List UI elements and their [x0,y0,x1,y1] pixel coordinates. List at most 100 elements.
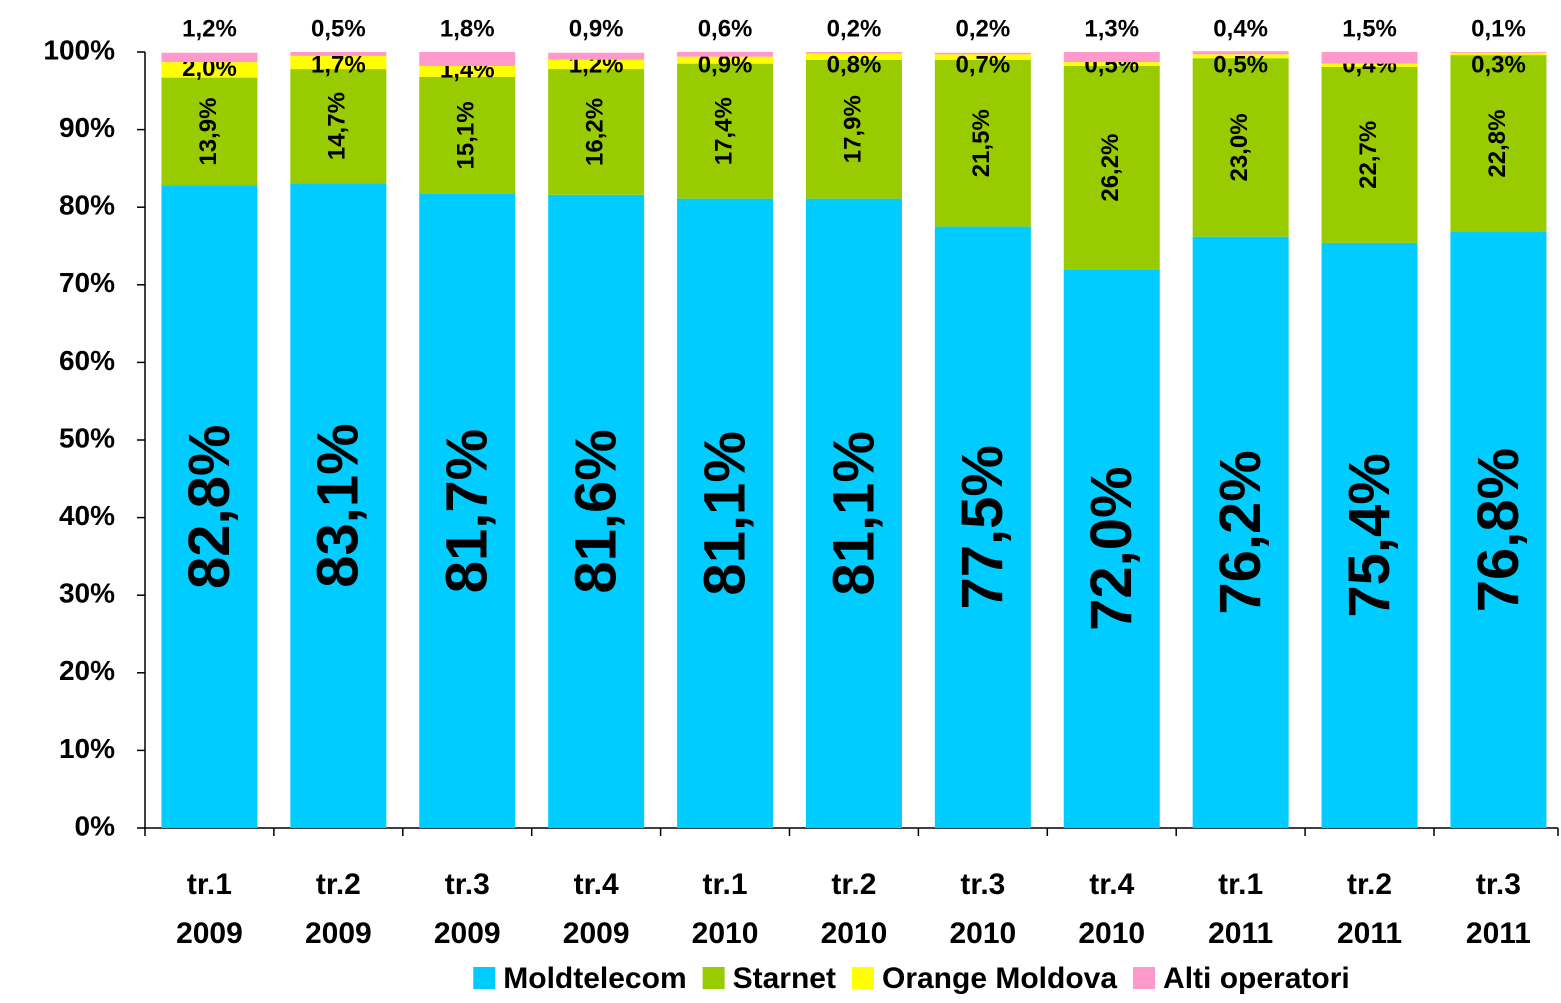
value-label: 75,4% [1337,453,1402,617]
bar-segment [677,56,774,64]
value-label: 0,7% [955,51,1010,78]
value-label: 0,6% [698,15,753,42]
value-label: 76,8% [1466,448,1531,612]
bar-segment [677,198,774,828]
y-tick-label: 20% [59,655,115,686]
value-label: 0,2% [827,15,882,42]
value-label: 0,5% [311,15,366,42]
bar-segment [1450,232,1547,829]
value-label: 1,8% [440,15,495,42]
value-label: 81,1% [692,431,757,595]
bar-segment [290,183,387,829]
y-tick-label: 0% [75,810,116,841]
value-label: 13,9% [195,98,222,166]
value-label: 17,4% [710,97,737,165]
bar-segment [419,76,516,195]
value-label: 26,2% [1097,134,1124,202]
value-label: 22,7% [1355,121,1382,189]
y-tick-label: 70% [59,267,115,298]
value-label: 22,8% [1484,110,1511,178]
x-tick-label: tr.1 2010 [692,868,759,950]
legend-label: Orange Moldova [882,962,1117,995]
bar-segment [548,59,645,70]
x-tick-label: tr.2 2011 [1337,868,1402,950]
y-tick-label: 40% [59,500,115,531]
x-tick-label: tr.2 2009 [305,868,372,950]
x-tick-label: tr.4 2010 [1078,868,1145,950]
bar-segment [290,69,387,184]
value-label: 21,5% [968,109,995,177]
bar-segment [1063,62,1160,66]
value-label: 0,1% [1471,15,1526,42]
value-label: 15,1% [453,101,480,169]
legend-swatch [702,967,725,989]
bar-segment [934,59,1031,227]
bar-segment [1321,52,1418,64]
x-tick-label: tr.1 2011 [1208,868,1273,950]
bar-segment [1450,55,1547,233]
x-tick-label: tr.3 2010 [949,868,1016,950]
x-tick-label: tr.4 2009 [563,868,630,950]
bar-segment [548,69,645,195]
value-label: 17,9% [839,95,866,163]
x-tick-label: tr.1 2009 [176,868,243,950]
bar-segment [934,226,1031,829]
bar-segment [805,198,902,828]
legend-label: Starnet [733,962,836,995]
value-label: 81,6% [563,429,628,593]
bar-segment [419,52,516,66]
value-label: 0,9% [569,15,624,42]
bar-segment [1063,65,1160,270]
y-tick-label: 80% [59,190,115,221]
value-label: 1,2% [182,15,237,42]
bar-segment [161,185,258,829]
bar-segment [161,77,258,186]
bar-segment [1063,52,1160,63]
bar-segment [1192,51,1289,55]
bar-segment [677,63,774,199]
bar-segment [419,194,516,828]
bar-segment [934,54,1031,60]
y-tick-label: 10% [59,733,115,764]
value-label: 81,7% [435,429,500,593]
y-tick-label: 60% [59,345,115,376]
bar-segment [1063,269,1160,828]
value-label: 77,5% [950,445,1015,609]
legend-label: Moldtelecom [503,962,686,995]
value-label: 0,8% [827,51,882,78]
value-label: 81,1% [821,431,886,595]
bar-segment [1321,242,1418,828]
bar-segment [161,52,258,63]
legend-swatch [1133,967,1156,989]
bar-segment [1321,66,1418,243]
bar-segment [161,62,258,78]
value-label: 72,0% [1079,466,1144,630]
bar-segment [290,52,387,56]
legend-swatch [851,967,874,989]
value-label: 1,3% [1084,15,1139,42]
value-label: 0,3% [1471,51,1526,78]
bar-segment [677,52,774,57]
bar-segment [805,52,902,54]
value-label: 82,8% [177,425,242,589]
bar-segment [934,52,1031,55]
y-tick-label: 90% [59,112,115,143]
bar-segment [805,59,902,199]
value-label: 16,2% [581,98,608,166]
value-label: 0,5% [1213,51,1268,78]
bar-segment [290,55,387,70]
value-label: 0,4% [1213,15,1268,42]
y-tick-label: 50% [59,422,115,453]
value-label: 83,1% [306,423,371,587]
bar-segment [548,194,645,828]
bar-segment [1321,63,1418,67]
x-tick-label: tr.2 2010 [821,868,888,950]
value-label: 0,2% [955,15,1010,42]
y-tick-label: 100% [43,34,115,65]
bar-segment [1450,52,1547,53]
legend-swatch [473,967,496,989]
bar-segment [419,65,516,77]
bar-segment [1450,52,1547,56]
value-label: 1,5% [1342,15,1397,42]
